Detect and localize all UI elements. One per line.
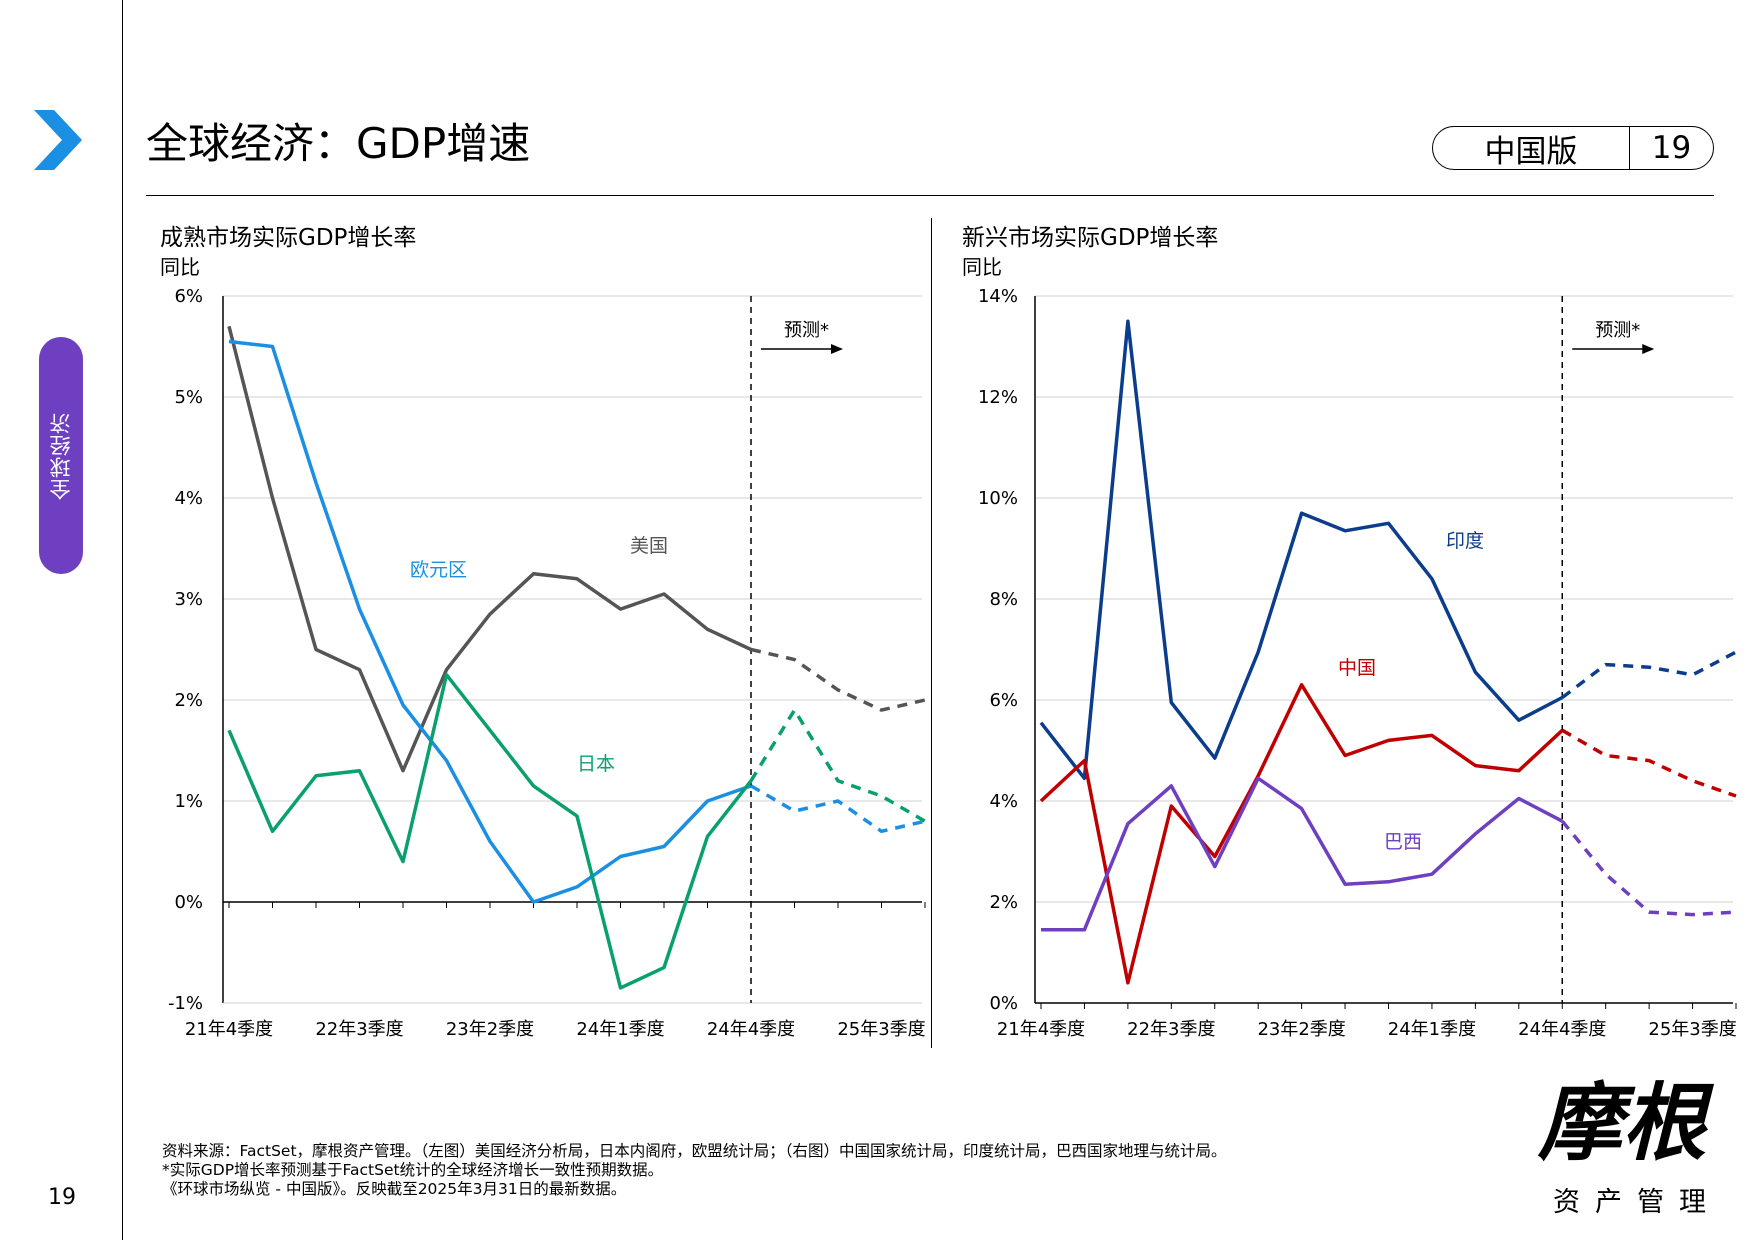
page-number: 19 bbox=[1651, 130, 1692, 166]
arrow-head-icon bbox=[1642, 344, 1655, 354]
chart-title-developed: 成熟市场实际GDP增长率 bbox=[160, 225, 417, 251]
y-tick-label: 5% bbox=[174, 387, 203, 408]
series-line-1 bbox=[1039, 683, 1564, 985]
page-title: 全球经济：GDP增速 bbox=[146, 119, 531, 168]
series-label: 中国 bbox=[1338, 657, 1376, 679]
y-tick-label: 2% bbox=[174, 690, 203, 711]
series-line-0 bbox=[227, 325, 752, 773]
footnote-publication: 《环球市场纵览 - 中国版》。反映截至2025年3月31日的最新数据。 bbox=[162, 1180, 627, 1198]
series-line-1 bbox=[228, 339, 752, 904]
arrow-head-icon bbox=[831, 344, 843, 354]
y-tick-label: 14% bbox=[978, 286, 1018, 307]
title-divider bbox=[146, 195, 1714, 196]
y-tick-label: 0% bbox=[989, 993, 1018, 1014]
forecast-label: 预测* bbox=[784, 320, 829, 341]
footnote-source: 资料来源：FactSet，摩根资产管理。（左图）美国经济分析局，日本内阁府，欧盟… bbox=[162, 1142, 1227, 1160]
chart-ylabel-developed: 同比 bbox=[160, 255, 200, 279]
brand-logo-subtitle: 资产管理 bbox=[1553, 1187, 1721, 1218]
y-tick-label: -1% bbox=[168, 993, 203, 1014]
brand-logo: 摩根 bbox=[1538, 1073, 1715, 1172]
chart-ylabel-emerging: 同比 bbox=[962, 255, 1002, 279]
y-tick-label: 8% bbox=[989, 589, 1018, 610]
series-line-0 bbox=[1039, 319, 1564, 781]
panel-divider bbox=[931, 218, 932, 1048]
series-forecast-line-1 bbox=[750, 784, 926, 834]
chart-1: 0% 2% 4% 6% 8% 10% 12% 14% 21年4季度 22年3季度 23年2季度 24年… bbox=[978, 286, 1737, 1040]
footnote-forecast: *实际GDP增长率预测基于FactSet统计的全球经济增长一致性预期数据。 bbox=[162, 1161, 664, 1179]
x-tick-label: 22年3季度 bbox=[315, 1019, 403, 1040]
series-label: 日本 bbox=[577, 753, 615, 775]
section-tab[interactable]: 全球经济 bbox=[39, 337, 83, 574]
brand-logo-name: 摩根 bbox=[1538, 1073, 1715, 1172]
series-label: 欧元区 bbox=[410, 559, 467, 581]
chart-title-emerging: 新兴市场实际GDP增长率 bbox=[962, 225, 1219, 251]
series-forecast-line-2 bbox=[749, 708, 926, 823]
y-tick-label: 3% bbox=[174, 589, 203, 610]
series-forecast-line-0 bbox=[1561, 650, 1737, 699]
y-tick-label: 6% bbox=[989, 690, 1018, 711]
sidebar-divider bbox=[122, 0, 123, 1240]
x-tick-label: 21年4季度 bbox=[185, 1019, 273, 1040]
x-tick-label: 23年2季度 bbox=[1257, 1019, 1345, 1040]
forecast-label: 预测* bbox=[1595, 320, 1640, 341]
x-tick-label: 24年4季度 bbox=[1518, 1019, 1606, 1040]
y-tick-label: 12% bbox=[978, 387, 1018, 408]
edition-label: 中国版 bbox=[1433, 127, 1630, 170]
y-tick-label: 10% bbox=[978, 488, 1018, 509]
page-number-side: 19 bbox=[48, 1185, 76, 1210]
series-line-2 bbox=[227, 673, 753, 990]
series-label: 印度 bbox=[1446, 530, 1484, 552]
x-tick-label: 21年4季度 bbox=[997, 1019, 1085, 1040]
x-tick-label: 24年1季度 bbox=[576, 1019, 664, 1040]
x-tick-label: 24年4季度 bbox=[707, 1019, 795, 1040]
y-tick-label: 6% bbox=[174, 286, 203, 307]
edition-badge: 中国版 19 bbox=[1432, 126, 1714, 170]
y-tick-label: 4% bbox=[174, 488, 203, 509]
series-forecast-line-0 bbox=[750, 647, 926, 712]
x-tick-label: 24年1季度 bbox=[1388, 1019, 1476, 1040]
y-tick-label: 0% bbox=[174, 892, 203, 913]
footnotes: 资料来源：FactSet，摩根资产管理。（左图）美国经济分析局，日本内阁府，欧盟… bbox=[162, 1142, 1532, 1199]
x-tick-label: 23年2季度 bbox=[446, 1019, 534, 1040]
y-tick-label: 2% bbox=[989, 892, 1018, 913]
x-tick-label: 22年3季度 bbox=[1127, 1019, 1215, 1040]
x-tick-label: 25年3季度 bbox=[1648, 1019, 1736, 1040]
series-forecast-line-1 bbox=[1561, 728, 1737, 798]
chart-0: -1% 0% 1% 2% 3% 4% 5% 6% 21年4季度 22年3季度 23年2季度 24年1季… bbox=[168, 286, 926, 1040]
chevron-right-icon bbox=[34, 110, 82, 170]
y-tick-label: 1% bbox=[174, 791, 203, 812]
series-label: 美国 bbox=[630, 535, 668, 557]
series-label: 巴西 bbox=[1384, 831, 1422, 853]
series-forecast-line-2 bbox=[1560, 820, 1737, 917]
x-tick-label: 25年3季度 bbox=[837, 1019, 925, 1040]
y-tick-label: 4% bbox=[989, 791, 1018, 812]
series-line-2 bbox=[1041, 776, 1564, 932]
